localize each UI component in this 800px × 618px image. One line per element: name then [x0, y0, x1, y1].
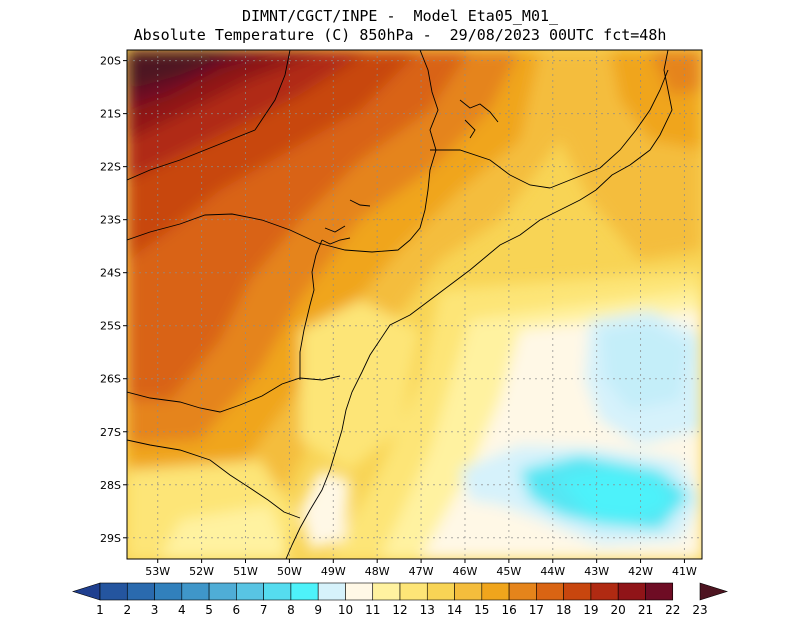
- colorbar-label: 8: [287, 603, 295, 617]
- lon-tick-label: 49W: [321, 565, 346, 578]
- colorbar-label: 1: [96, 603, 104, 617]
- colorbar-arrow-right: [699, 582, 728, 601]
- lat-tick-label: 24S: [100, 267, 121, 280]
- colorbar-swatch: [208, 582, 237, 601]
- lat-tick-label: 25S: [100, 320, 121, 333]
- lat-tick-label: 29S: [100, 532, 121, 545]
- coastline-and-borders: [127, 50, 673, 559]
- colorbar-swatch: [536, 582, 564, 601]
- lon-tick-label: 52W: [189, 565, 214, 578]
- lon-tick-label: 53W: [145, 565, 170, 578]
- lon-tick-label: 41W: [672, 565, 697, 578]
- lat-tick-label: 20S: [100, 55, 121, 68]
- map-title-line2: Absolute Temperature (C) 850hPa - 29/08/…: [133, 26, 667, 44]
- lon-tick-label: 50W: [277, 565, 302, 578]
- colorbar-label: 21: [638, 603, 653, 617]
- colorbar-label: 16: [501, 603, 516, 617]
- colorbar-label: 19: [583, 603, 598, 617]
- lat-tick-label: 28S: [100, 479, 121, 492]
- colorbar-swatch: [563, 582, 592, 601]
- lon-tick-label: 47W: [409, 565, 434, 578]
- colorbar-label: 14: [447, 603, 462, 617]
- colorbar-swatch: [508, 582, 537, 601]
- map-frame: [126, 49, 703, 560]
- lon-tick-label: 51W: [233, 565, 258, 578]
- colorbar-label: 15: [474, 603, 489, 617]
- colorbar-label: 20: [611, 603, 626, 617]
- colorbar-swatch: [236, 582, 264, 601]
- colorbar-swatch: [645, 582, 674, 601]
- lon-tick-label: 44W: [540, 565, 565, 578]
- colorbar: 1 2 3 4 5 6 7 8 9 10 11 12 13 14 15 16 17 18 19 20 21 22 23: [72, 582, 728, 617]
- lat-tick-label: 26S: [100, 373, 121, 386]
- colorbar-arrow-left: [72, 582, 101, 601]
- colorbar-swatch: [617, 582, 646, 601]
- colorbar-label: 7: [260, 603, 268, 617]
- colorbar-label: 12: [392, 603, 407, 617]
- colorbar-swatch: [426, 582, 455, 601]
- colorbar-swatch: [154, 582, 183, 601]
- colorbar-swatch: [481, 582, 510, 601]
- lon-tick-label: 43W: [584, 565, 609, 578]
- colorbar-swatch: [263, 582, 292, 601]
- colorbar-swatch: [290, 582, 319, 601]
- colorbar-label: 18: [556, 603, 571, 617]
- colorbar-label: 17: [529, 603, 544, 617]
- colorbar-swatch: [590, 582, 619, 601]
- lon-tick-label: 45W: [496, 565, 521, 578]
- lon-tick-label: 46W: [453, 565, 478, 578]
- longitude-axis: 53W 52W 51W 50W 49W 48W 47W 46W 45W 44W 43W 42W 41W: [145, 559, 697, 578]
- temperature-field: [127, 50, 702, 559]
- colorbar-swatch: [454, 582, 483, 601]
- colorbar-label: 3: [151, 603, 159, 617]
- map-title-line1: DIMNT/CGCT/INPE - Model Eta05_M01_: [241, 7, 559, 25]
- colorbar-swatch: [372, 582, 401, 601]
- map-gridlines: [127, 50, 702, 559]
- colorbar-swatch: [126, 582, 155, 601]
- colorbar-swatch: [181, 582, 210, 601]
- colorbar-label: 11: [365, 603, 380, 617]
- colorbar-label: 23: [692, 603, 707, 617]
- colorbar-label: 5: [205, 603, 213, 617]
- colorbar-label: 2: [123, 603, 131, 617]
- lon-tick-label: 48W: [365, 565, 390, 578]
- lon-tick-label: 42W: [628, 565, 653, 578]
- lat-tick-label: 23S: [100, 214, 121, 227]
- colorbar-swatch: [399, 582, 428, 601]
- colorbar-label: 13: [420, 603, 435, 617]
- latitude-axis: 20S 21S 22S 23S 24S 25S 26S 27S 28S 29S: [100, 55, 127, 545]
- lat-tick-label: 21S: [100, 108, 121, 121]
- colorbar-label: 4: [178, 603, 186, 617]
- lat-tick-label: 22S: [100, 161, 121, 174]
- colorbar-swatch: [317, 582, 346, 601]
- colorbar-swatch: [345, 582, 374, 601]
- colorbar-swatch: [99, 582, 128, 601]
- colorbar-label: 10: [338, 603, 353, 617]
- lat-tick-label: 27S: [100, 426, 121, 439]
- colorbar-label: 6: [233, 603, 241, 617]
- colorbar-label: 9: [314, 603, 322, 617]
- colorbar-label: 22: [665, 603, 680, 617]
